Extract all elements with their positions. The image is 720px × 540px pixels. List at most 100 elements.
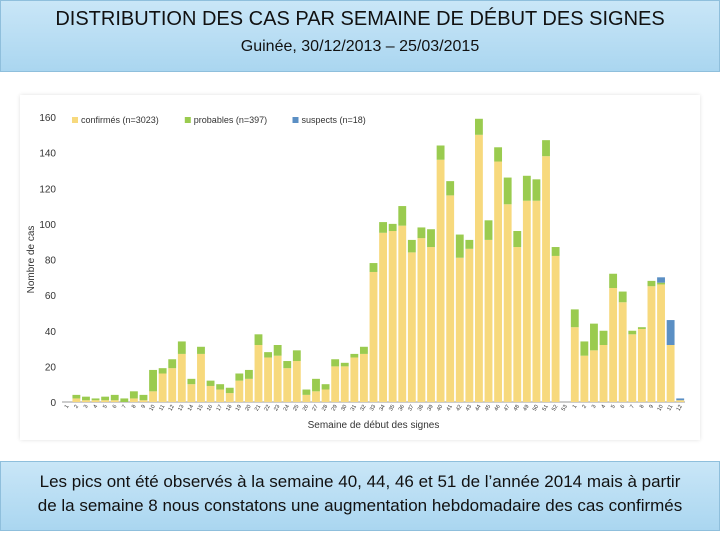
bar-confirmed (101, 400, 110, 402)
conclusion-text: Les pics ont été observés à la semaine 4… (9, 470, 711, 518)
x-tick-label: 3 (591, 404, 598, 410)
x-tick-label: 1 (572, 404, 579, 410)
bar-confirmed (637, 328, 646, 402)
x-tick-label: 4 (93, 404, 100, 410)
x-tick-label: 3 (83, 404, 90, 410)
x-tick-label: 7 (121, 404, 128, 410)
bar-confirmed (72, 398, 81, 402)
x-tick-label: 45 (484, 404, 492, 412)
bar-probable (590, 323, 598, 351)
page-subtitle: Guinée, 30/12/2013 – 25/03/2015 (240, 38, 480, 55)
bar-probable (379, 222, 388, 233)
bar-probable (302, 389, 311, 395)
bar-probable (72, 394, 81, 399)
legend-swatch-confirmed (72, 117, 78, 123)
bar-probable (427, 229, 435, 248)
bar-confirmed (484, 239, 493, 402)
bar-confirmed (244, 378, 253, 402)
bar-confirmed (503, 204, 512, 402)
bar-probable (513, 231, 522, 248)
x-tick-label: 6 (112, 404, 119, 410)
x-tick-label: 18 (225, 404, 233, 412)
x-tick-label: 31 (350, 404, 358, 412)
x-tick-label: 10 (657, 404, 665, 412)
x-tick-label: 22 (264, 404, 272, 412)
bar-confirmed (82, 400, 90, 402)
bar-confirmed (177, 353, 186, 402)
bar-probable (120, 398, 129, 402)
x-tick-label: 51 (541, 404, 549, 412)
x-tick-label: 50 (532, 404, 540, 412)
x-tick-label: 33 (369, 404, 377, 412)
y-tick-label: 20 (45, 362, 57, 373)
bar-confirmed (618, 302, 627, 402)
legend-label-confirmed: confirmés (n=3023) (81, 115, 159, 125)
legend-swatch-probable (184, 117, 191, 123)
bar-probable (618, 291, 627, 303)
bar-confirmed (369, 271, 378, 402)
bar-confirmed (436, 159, 445, 402)
x-tick-label: 26 (302, 404, 310, 412)
x-tick-label: 32 (359, 404, 367, 412)
x-tick-label: 53 (561, 404, 569, 412)
y-tick-label: 80 (45, 256, 57, 267)
bar-confirmed (580, 355, 589, 402)
x-tick-label: 2 (73, 404, 80, 410)
x-tick-label: 34 (379, 404, 387, 412)
bar-confirmed (91, 400, 100, 402)
x-tick-label: 13 (177, 404, 185, 412)
bar-confirmed (417, 238, 426, 403)
bar-probable (503, 177, 512, 205)
bar-probable (398, 206, 407, 226)
bar-confirmed (139, 400, 148, 402)
y-tick-label: 160 (39, 113, 56, 124)
bar-probable (273, 345, 282, 356)
bar-probable (264, 352, 272, 358)
title-banner: DISTRIBUTION DES CAS PAR SEMAINE DE DÉBU… (0, 0, 720, 72)
conclusion-banner: Les pics ont été observés à la semaine 4… (0, 461, 720, 531)
x-tick-label: 46 (494, 404, 502, 412)
bar-confirmed (129, 398, 138, 402)
bar-probable (244, 369, 253, 379)
x-tick-label: 17 (216, 404, 224, 412)
x-tick-label: 10 (149, 404, 157, 412)
bar-probable (359, 346, 368, 354)
x-tick-label: 2 (581, 404, 588, 410)
bar-confirmed (216, 389, 225, 402)
conclusion-line-1: Les pics ont été observés à la semaine 4… (39, 472, 681, 491)
bar-suspect (666, 320, 675, 345)
x-tick-label: 27 (311, 404, 319, 412)
y-axis-title: Nombre de cas (26, 226, 37, 294)
bar-confirmed (206, 385, 215, 402)
x-tick-label: 5 (102, 404, 109, 410)
bar-confirmed (475, 134, 483, 402)
bar-probable (551, 247, 560, 256)
bar-confirmed (379, 232, 388, 402)
bar-confirmed (388, 231, 397, 402)
x-tick-label: 40 (436, 404, 444, 412)
bar-confirmed (513, 247, 522, 402)
bar-probable (465, 239, 474, 249)
bar-probable (187, 378, 196, 385)
x-tick-label: 11 (666, 404, 674, 412)
bar-confirmed (340, 366, 349, 403)
bar-probable (475, 118, 483, 135)
bar-confirmed (590, 350, 598, 402)
bar-probable (609, 273, 618, 288)
x-axis-title: Semaine de début des signes (308, 420, 440, 431)
bar-probable (388, 223, 397, 232)
conclusion-line-2: de la semaine 8 nous constatons une augm… (37, 496, 683, 515)
bar-probable (350, 353, 359, 358)
bar-probable (91, 398, 100, 401)
bar-confirmed (657, 284, 665, 402)
bar-probable (139, 394, 148, 401)
bar-confirmed (168, 368, 177, 402)
bar-probable (177, 341, 186, 354)
bar-probable (292, 350, 301, 362)
bar-confirmed (570, 327, 579, 402)
x-tick-label: 39 (426, 404, 434, 412)
bar-confirmed (273, 355, 282, 402)
bar-confirmed (465, 248, 474, 402)
legend-label-probable: probables (n=397) (194, 115, 267, 125)
bar-probable (570, 309, 579, 328)
